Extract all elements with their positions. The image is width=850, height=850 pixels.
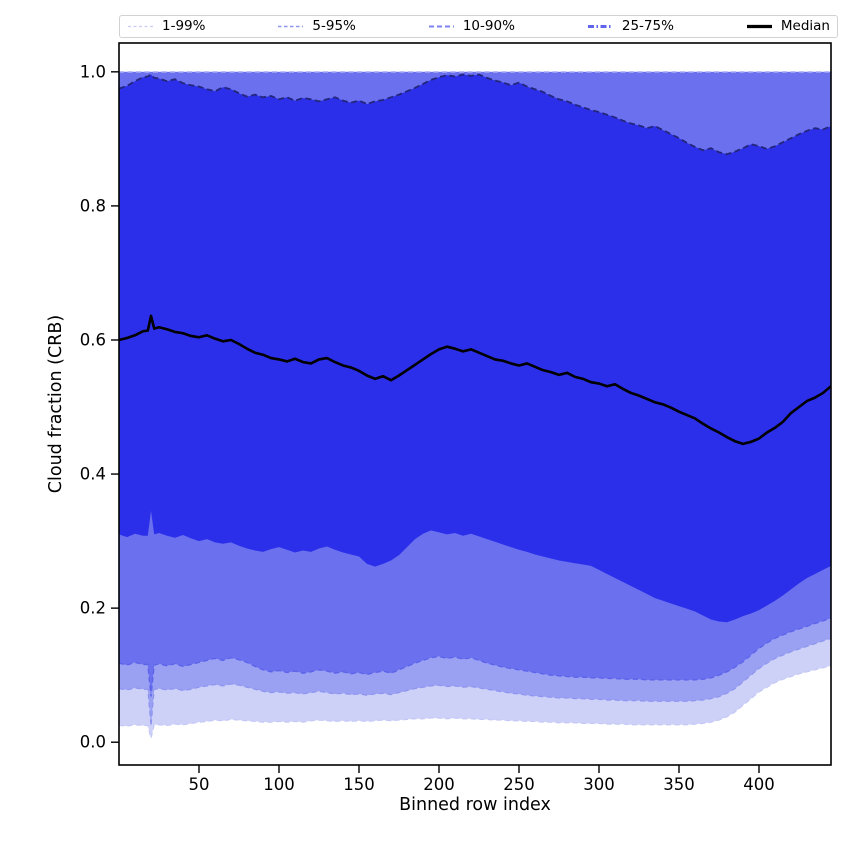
y-tick-label: 0.4 [80, 465, 106, 484]
median-line [119, 314, 831, 446]
dashed-line-sample-icon [278, 25, 304, 28]
lower-edge-10-90% [119, 617, 831, 697]
x-tick-label: 200 [423, 775, 455, 794]
x-tick-label: 350 [663, 775, 695, 794]
solid-line-sample-icon [746, 24, 772, 29]
legend: 1-99% 5-95% 10-90% 25-75% Median [119, 15, 838, 38]
x-tick-label: 100 [263, 775, 295, 794]
y-tick-label: 0.8 [80, 196, 106, 215]
legend-label: Median [780, 17, 830, 34]
dashed-line-sample-icon [128, 25, 153, 28]
dashed-line-sample-icon [587, 25, 613, 28]
y-tick-label: 1.0 [80, 62, 106, 81]
y-tick-label: 0.2 [80, 599, 106, 618]
x-tick-label: 250 [503, 775, 535, 794]
x-tick-label: 400 [743, 775, 775, 794]
legend-item-10-90: 10-90% [428, 17, 515, 34]
upper-edge-25-75 [119, 73, 831, 156]
axes-frame [118, 42, 832, 766]
legend-label: 1-99% [162, 17, 206, 34]
legend-label: 5-95% [312, 17, 356, 34]
legend-item-5-95: 5-95% [277, 17, 356, 34]
legend-item-1-99: 1-99% [127, 17, 206, 34]
dashed-line-sample-icon [428, 25, 454, 28]
x-tick-label: 300 [583, 775, 615, 794]
y-tick-label: 0.0 [80, 733, 106, 752]
legend-item-median: Median [746, 17, 830, 34]
x-tick-label: 50 [189, 775, 210, 794]
band-fill-25-75% [119, 74, 831, 623]
legend-item-25-75: 25-75% [587, 17, 674, 34]
lower-edge-5-95% [119, 637, 831, 727]
y-axis-label: Cloud fraction (CRB) [46, 314, 66, 494]
x-axis-label: Binned row index [399, 795, 551, 815]
legend-label: 10-90% [462, 17, 515, 34]
y-tick-label: 0.6 [80, 330, 106, 349]
lower-edge-1-99% [119, 665, 831, 739]
legend-label: 25-75% [621, 17, 674, 34]
x-tick-label: 150 [343, 775, 375, 794]
